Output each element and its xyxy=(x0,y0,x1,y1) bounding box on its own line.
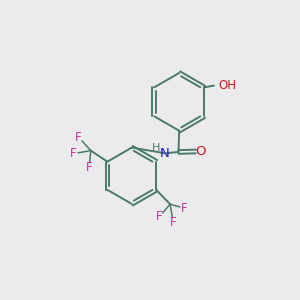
Text: F: F xyxy=(181,202,188,215)
Text: O: O xyxy=(196,145,206,158)
Text: F: F xyxy=(156,210,163,223)
Text: F: F xyxy=(75,130,82,144)
Text: OH: OH xyxy=(218,79,236,92)
Text: F: F xyxy=(170,216,177,229)
Text: N: N xyxy=(159,147,169,160)
Text: F: F xyxy=(86,161,92,174)
Text: F: F xyxy=(70,147,76,160)
Text: H: H xyxy=(152,143,160,153)
